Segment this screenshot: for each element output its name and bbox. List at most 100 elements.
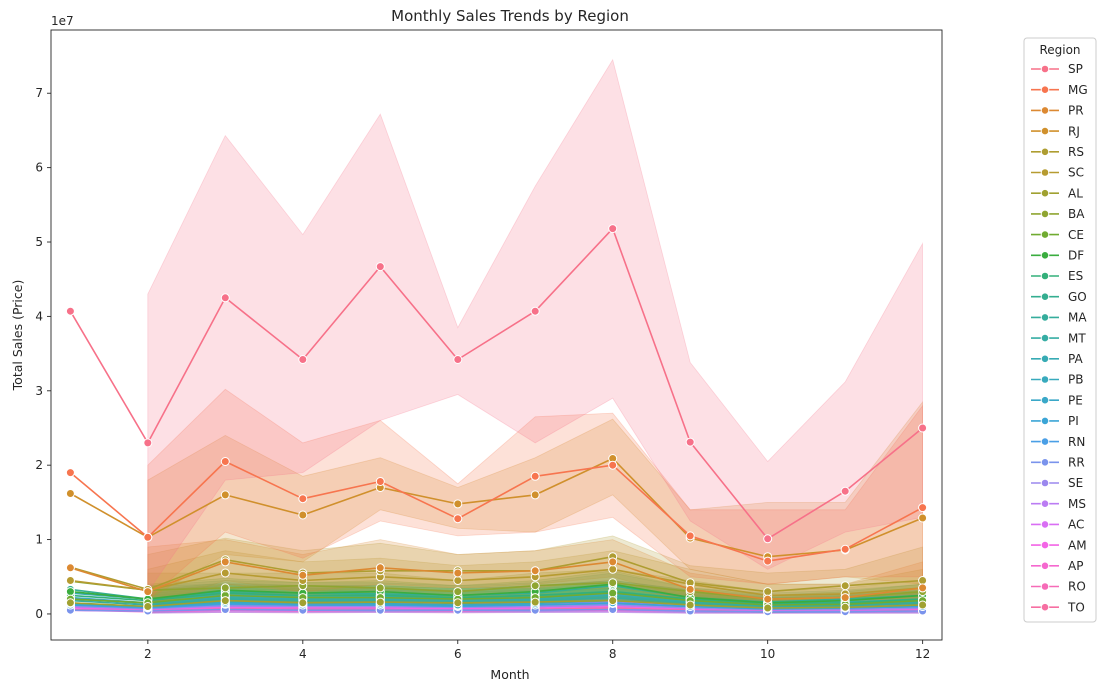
legend-label: SE — [1068, 476, 1083, 490]
legend-label: MG — [1068, 83, 1088, 97]
line-sp — [69, 227, 924, 540]
legend-swatch-marker — [1040, 561, 1050, 571]
x-tick-label: 10 — [760, 647, 775, 661]
legend-swatch-marker — [1040, 437, 1050, 446]
legend-swatch-marker — [1040, 251, 1050, 260]
y-axis-label: Total Sales (Price) — [10, 280, 25, 392]
point-al — [608, 596, 618, 606]
point-ba — [375, 583, 385, 593]
legend-item-pa: PA — [1031, 352, 1083, 366]
point-sc — [65, 576, 75, 585]
point-sp — [453, 355, 463, 364]
legend-item-se: SE — [1031, 476, 1083, 490]
legend-item-ap: AP — [1031, 559, 1083, 573]
point-mg — [608, 460, 618, 470]
y-tick-label: 1 — [35, 533, 43, 547]
point-al — [220, 596, 230, 606]
legend-label: RJ — [1068, 124, 1080, 138]
point-rs — [763, 587, 773, 597]
legend-item-sc: SC — [1031, 166, 1084, 180]
y-axis-ticks: 0 1 2 3 4 5 6 7 — [35, 86, 51, 621]
legend-item-mg: MG — [1031, 83, 1088, 97]
legend-item-pi: PI — [1031, 414, 1079, 428]
legend-swatch-marker — [1040, 85, 1050, 94]
point-sp — [608, 224, 618, 234]
point-ba — [530, 581, 540, 591]
legend-item-pr: PR — [1031, 104, 1084, 118]
legend-item-rs: RS — [1031, 145, 1084, 159]
point-al — [530, 597, 540, 607]
plot-area — [50, 29, 943, 641]
y-tick-label: 7 — [35, 86, 43, 100]
legend-item-pb: PB — [1031, 373, 1083, 387]
legend-label: AM — [1068, 538, 1087, 552]
legend-label: TO — [1067, 600, 1085, 614]
legend-swatch-marker — [1040, 147, 1050, 157]
legend-label: PI — [1068, 414, 1079, 428]
point-pr — [763, 594, 773, 604]
x-axis-ticks: 2 4 6 8 10 12 — [144, 640, 930, 661]
point-rs — [918, 576, 928, 585]
point-pr — [840, 593, 850, 603]
x-tick-label: 4 — [299, 647, 307, 661]
legend-swatch-marker — [1040, 168, 1050, 177]
legend-label: RN — [1068, 435, 1085, 449]
y-tick-label: 2 — [35, 458, 43, 472]
point-mg — [298, 494, 308, 504]
point-ba — [453, 587, 463, 597]
point-sp — [143, 438, 153, 448]
point-rj — [65, 489, 75, 498]
legend-swatch-marker — [1040, 313, 1050, 322]
point-pr — [375, 563, 385, 573]
line-sc — [70, 568, 923, 597]
legend-swatch-marker — [1040, 375, 1050, 384]
point-al — [763, 603, 773, 613]
legend-swatch-marker — [1040, 582, 1050, 591]
legend-label: PE — [1068, 393, 1083, 407]
point-sc — [608, 564, 618, 574]
legend-item-rn: RN — [1031, 435, 1085, 449]
point-ba — [220, 583, 230, 593]
legend-label: MA — [1068, 311, 1087, 325]
legend-item-am: AM — [1031, 538, 1087, 552]
legend-label: AL — [1068, 186, 1083, 200]
point-al — [143, 602, 153, 611]
legend-swatch-marker — [1040, 188, 1050, 198]
y-tick-label: 4 — [35, 309, 43, 323]
point-al — [840, 602, 850, 612]
point-al — [453, 598, 463, 608]
legend-item-to: TO — [1031, 600, 1085, 614]
point-ce — [608, 588, 618, 598]
legend-swatch-marker — [1040, 292, 1050, 302]
point-pr — [918, 583, 928, 593]
line-rj — [70, 457, 923, 558]
y-tick-label: 0 — [35, 607, 43, 621]
point-pr — [453, 568, 463, 578]
legend-label: ES — [1068, 269, 1083, 283]
legend-label: RS — [1068, 145, 1084, 159]
line-rs — [70, 555, 923, 593]
line-es — [70, 590, 923, 605]
legend-label: MS — [1068, 497, 1086, 511]
legend-item-ms: MS — [1031, 497, 1086, 511]
legend-label: RR — [1068, 456, 1085, 470]
line-pr — [70, 561, 923, 600]
point-mg — [220, 457, 230, 466]
series-markers — [65, 224, 928, 617]
x-axis-label: Month — [490, 667, 529, 682]
point-rj — [530, 490, 540, 500]
legend: Region SP MG PR RJ RS SC AL BA CE DF ES GO MA MT PA PB P… — [1023, 37, 1097, 623]
point-sp — [375, 262, 385, 272]
point-sp — [763, 534, 773, 544]
point-al — [685, 600, 695, 610]
legend-swatch-marker — [1040, 520, 1050, 529]
line-al — [70, 599, 923, 609]
point-rj — [918, 513, 928, 523]
point-sc — [453, 576, 463, 585]
line-df — [70, 583, 923, 604]
legend-item-al: AL — [1031, 186, 1083, 200]
legend-label: BA — [1068, 207, 1085, 221]
legend-swatch-marker — [1040, 602, 1050, 612]
legend-item-sp: SP — [1031, 62, 1083, 76]
legend-item-ma: MA — [1031, 311, 1087, 325]
